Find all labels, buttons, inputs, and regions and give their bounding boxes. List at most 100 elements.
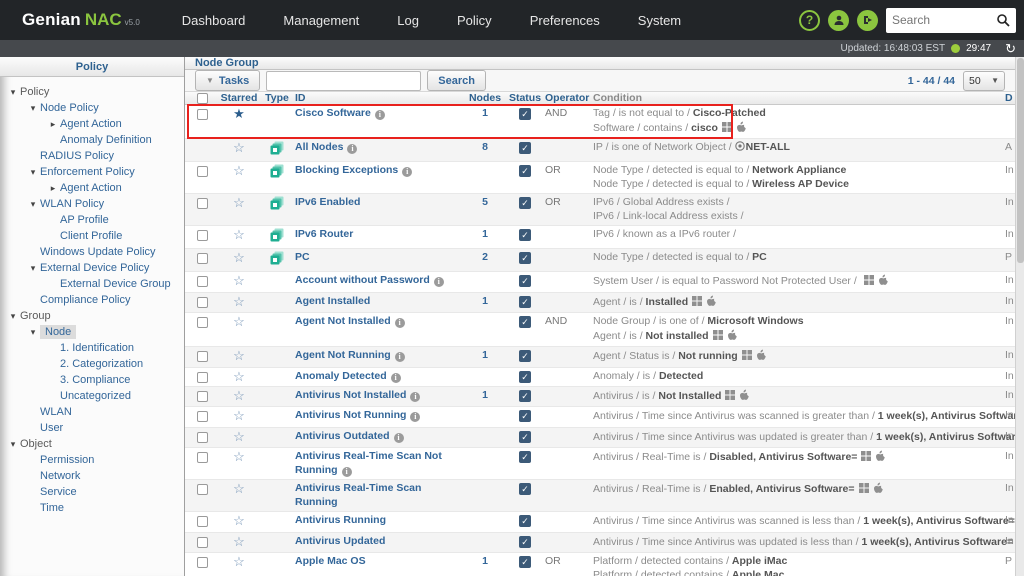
help-icon[interactable]: ? <box>799 9 820 31</box>
node-group-link[interactable]: Antivirus Real-Time Scan Not Running <box>295 450 442 476</box>
node-group-link[interactable]: Account without Password <box>295 274 430 286</box>
info-icon[interactable]: i <box>433 277 444 287</box>
row-checkbox[interactable] <box>196 390 208 402</box>
status-enabled-checkbox[interactable]: ✓ <box>519 229 531 241</box>
star-outline-icon[interactable]: ☆ <box>233 163 245 178</box>
node-group-link[interactable]: Antivirus Updated <box>295 534 386 547</box>
status-enabled-checkbox[interactable]: ✓ <box>519 389 531 402</box>
star-outline-icon[interactable]: ☆ <box>233 140 245 155</box>
star-outline-icon[interactable]: ☆ <box>233 408 245 423</box>
status-enabled-checkbox[interactable]: ✓ <box>519 316 531 328</box>
status-enabled-checkbox[interactable]: ✓ <box>519 515 531 527</box>
info-icon[interactable]: i <box>341 466 352 477</box>
star-outline-icon[interactable]: ☆ <box>233 387 245 403</box>
star-outline-icon[interactable]: ☆ <box>233 554 245 569</box>
sidebar-item-compliance-policy[interactable]: Compliance Policy <box>0 292 184 308</box>
sidebar-item-time[interactable]: Time <box>0 500 184 516</box>
node-group-link[interactable]: Apple Mac OS <box>295 555 366 567</box>
col-id[interactable]: ID <box>295 92 306 104</box>
sidebar-item-node-policy[interactable]: ▾ Node Policy <box>0 100 184 116</box>
node-group-link[interactable]: Antivirus Not Running <box>295 409 407 421</box>
tree-expand-icon[interactable]: ▾ <box>30 326 36 337</box>
info-icon[interactable]: i <box>374 110 385 120</box>
logout-icon[interactable] <box>857 9 878 31</box>
tree-expand-icon[interactable]: ▾ <box>30 102 36 113</box>
sidebar-item-1-identification[interactable]: 1. Identification <box>0 340 184 356</box>
status-enabled-checkbox[interactable]: ✓ <box>519 295 531 308</box>
sidebar-item-windows-update-policy[interactable]: Windows Update Policy <box>0 244 184 260</box>
node-group-link[interactable]: IPv6 Router <box>295 228 354 240</box>
info-icon[interactable]: i <box>410 391 421 402</box>
sidebar-item-group[interactable]: ▾ Group <box>0 308 184 324</box>
tree-expand-icon[interactable]: ▾ <box>10 310 16 321</box>
row-checkbox[interactable] <box>196 431 208 443</box>
nodes-count-link[interactable]: 1 <box>482 555 488 567</box>
node-group-link[interactable]: Blocking Exceptions <box>295 164 399 176</box>
row-checkbox[interactable] <box>196 296 208 308</box>
tree-expand-icon[interactable]: ▾ <box>10 438 16 449</box>
info-icon[interactable]: i <box>390 372 401 383</box>
row-checkbox[interactable] <box>196 276 208 287</box>
info-icon[interactable]: i <box>402 167 413 177</box>
search-button[interactable]: Search <box>427 70 486 91</box>
row-checkbox[interactable] <box>196 452 208 463</box>
sidebar-item-client-profile[interactable]: Client Profile <box>0 228 184 244</box>
nodes-count-link[interactable]: 1 <box>482 228 488 240</box>
star-outline-icon[interactable]: ☆ <box>233 273 245 288</box>
nodes-count-link[interactable]: 5 <box>482 196 488 208</box>
tree-expand-icon[interactable]: ▾ <box>30 198 36 209</box>
sidebar-item-uncategorized[interactable]: Uncategorized <box>0 388 184 404</box>
nav-item-system[interactable]: System <box>637 12 682 28</box>
select-all-checkbox[interactable] <box>196 92 208 104</box>
node-group-link[interactable]: PC <box>295 251 310 263</box>
sidebar-item-wlan-policy[interactable]: ▾ WLAN Policy <box>0 196 184 212</box>
row-checkbox[interactable] <box>196 371 208 383</box>
star-outline-icon[interactable]: ☆ <box>233 513 245 528</box>
nav-item-dashboard[interactable]: Dashboard <box>181 12 246 28</box>
sidebar-item-external-device-group[interactable]: External Device Group <box>0 276 184 292</box>
row-checkbox[interactable] <box>196 166 208 177</box>
row-checkbox[interactable] <box>196 516 208 527</box>
node-group-link[interactable]: Antivirus Running <box>295 514 386 526</box>
node-group-link[interactable]: All Nodes <box>295 141 344 153</box>
node-group-link[interactable]: Anomaly Detected <box>295 369 387 382</box>
refresh-icon[interactable]: ↻ <box>1005 41 1016 56</box>
star-outline-icon[interactable]: ☆ <box>233 481 245 496</box>
sidebar-item-2-categorization[interactable]: 2. Categorization <box>0 356 184 372</box>
col-starred[interactable]: Starred <box>220 92 258 104</box>
node-group-link[interactable]: Agent Installed <box>295 294 371 307</box>
node-group-link[interactable]: IPv6 Enabled <box>295 196 361 208</box>
row-checkbox[interactable] <box>196 557 208 568</box>
sidebar-item-anomaly-definition[interactable]: Anomaly Definition <box>0 132 184 148</box>
info-icon[interactable]: i <box>394 352 405 362</box>
sidebar-item-network[interactable]: Network <box>0 468 184 484</box>
node-group-link[interactable]: Agent Not Installed <box>295 315 391 327</box>
info-icon[interactable]: i <box>393 432 404 443</box>
star-outline-icon[interactable]: ☆ <box>233 428 245 444</box>
col-type[interactable]: Type <box>265 92 289 104</box>
app-logo[interactable]: Genian NAC v5.0 <box>0 10 140 30</box>
star-outline-icon[interactable]: ☆ <box>233 368 245 384</box>
nav-item-preferences[interactable]: Preferences <box>529 12 600 28</box>
sidebar-item-user[interactable]: User <box>0 420 184 436</box>
col-nodes[interactable]: Nodes <box>468 92 502 104</box>
table-search-input[interactable] <box>266 70 422 91</box>
star-outline-icon[interactable]: ☆ <box>233 293 245 309</box>
info-icon[interactable]: i <box>394 318 405 328</box>
star-outline-icon[interactable]: ☆ <box>233 449 245 464</box>
nav-item-policy[interactable]: Policy <box>457 12 492 28</box>
sidebar-item-node[interactable]: ▾ Node <box>0 324 184 340</box>
nodes-count-link[interactable]: 2 <box>482 251 488 263</box>
col-operator[interactable]: Operator <box>545 92 590 104</box>
status-enabled-checkbox[interactable]: ✓ <box>519 197 531 209</box>
row-checkbox[interactable] <box>196 351 208 362</box>
vertical-scrollbar[interactable] <box>1015 57 1024 576</box>
sidebar-item-radius-policy[interactable]: RADIUS Policy <box>0 148 184 164</box>
star-filled-icon[interactable]: ★ <box>233 106 245 121</box>
sidebar-item-wlan[interactable]: WLAN <box>0 404 184 420</box>
row-checkbox[interactable] <box>196 411 208 422</box>
nodes-count-link[interactable]: 8 <box>482 141 488 153</box>
row-checkbox[interactable] <box>196 230 208 241</box>
row-checkbox[interactable] <box>196 317 208 328</box>
status-enabled-checkbox[interactable]: ✓ <box>519 483 531 495</box>
